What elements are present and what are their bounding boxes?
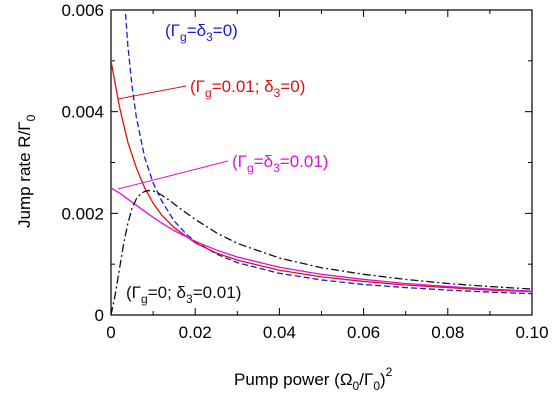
series-line-magenta [111,187,532,292]
y-tick-label: 0 [95,306,104,325]
x-tick-label: 0.04 [263,323,296,342]
series-line-red [111,60,532,293]
leader-line-red [117,85,187,100]
x-tick-labels: 0 0.02 0.04 0.06 0.08 0.10 [106,323,548,342]
series-label-blue: (Γg=δ3=0) [165,21,238,44]
x-tick-label: 0 [106,323,115,342]
series-label-red: (Γg=0.01; δ3=0) [190,77,305,100]
x-tick-label: 0.02 [179,323,212,342]
series-line-blue-dashed [124,10,532,295]
series-line-black-dashdot [111,189,532,315]
y-tick-label: 0.006 [61,1,104,20]
label-leader-lines [117,85,229,190]
y-tick-label: 0.002 [61,204,104,223]
x-axis-label: Pump power (Ω0/Γ0)2 [234,365,393,393]
series-label-magenta: (Γg=δ3=0.01) [232,152,328,175]
y-tick-label: 0.004 [61,103,104,122]
x-tick-label: 0.06 [347,323,380,342]
series-lines [111,10,532,315]
leader-line-magenta [117,160,229,190]
y-axis-label: Jump rate R/Γ0 [15,114,38,228]
x-tick-label: 0.08 [431,323,464,342]
axis-ticks [110,9,533,316]
series-label-black: (Γg=0; δ3=0.01) [126,283,241,306]
x-tick-label: 0.10 [515,323,548,342]
y-tick-labels: 0 0.002 0.004 0.006 [61,1,104,325]
